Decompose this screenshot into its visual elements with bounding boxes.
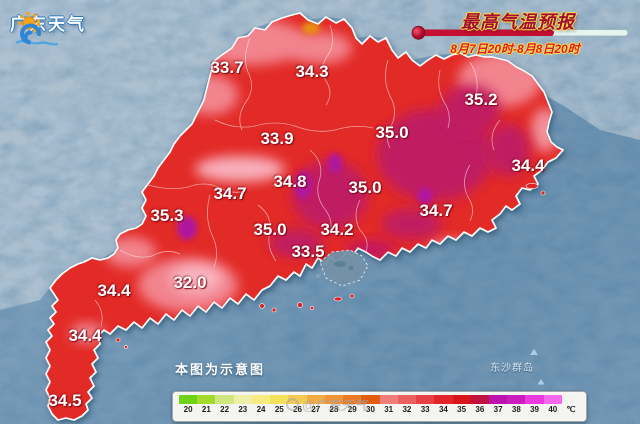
legend-tick: 30 <box>366 405 375 414</box>
legend-tick: 23 <box>238 405 248 414</box>
legend-unit: ℃ <box>566 405 576 414</box>
legend-tick: 35 <box>457 405 467 414</box>
legend-tick: 40 <box>548 405 558 414</box>
thermometer-icon <box>411 25 629 40</box>
legend-color-cell <box>379 395 398 404</box>
legend-color-cell <box>470 395 489 404</box>
temp-label: 34.4 <box>68 326 102 345</box>
legend-color-cell <box>343 395 362 404</box>
legend-tick: 20 <box>183 405 193 414</box>
legend-color-cell <box>233 395 252 404</box>
legend-tick: 29 <box>347 405 357 414</box>
legend-tick: 37 <box>493 405 503 414</box>
legend-color-cell <box>306 395 325 404</box>
temp-label: 34.7 <box>213 184 247 203</box>
legend-tick: 22 <box>220 405 230 414</box>
legend-color-cell <box>270 395 289 404</box>
temp-label: 33.7 <box>210 58 244 77</box>
station-logo: 广东天气 <box>10 10 86 45</box>
page-title: 最高气温预报 <box>461 12 575 32</box>
temp-label: 34.8 <box>273 172 307 191</box>
watermark-text: @广东天气 <box>302 398 367 413</box>
legend-color-cell <box>488 395 508 404</box>
legend-color-cell <box>179 395 198 404</box>
temp-label: 34.4 <box>511 156 545 175</box>
hk-dashed-zone <box>316 249 369 287</box>
temp-label: 32.0 <box>173 273 207 292</box>
legend-color-cell <box>197 395 216 404</box>
legend-tick: 33 <box>420 405 430 414</box>
legend-tick: 24 <box>256 405 266 414</box>
legend-tick: 26 <box>293 405 302 414</box>
schematic-note: 本图为示意图 <box>175 362 266 377</box>
temp-label: 35.3 <box>150 206 184 225</box>
legend-tick: 28 <box>329 405 339 414</box>
temp-label: 35.0 <box>253 220 287 239</box>
legend-tick: 31 <box>384 405 394 414</box>
legend-color-bar <box>179 395 562 404</box>
dongsha-islands <box>530 349 545 385</box>
province-outline <box>45 12 564 421</box>
legend-tick: 32 <box>402 405 412 414</box>
legend-color-cell <box>416 395 435 404</box>
legend-tick: 25 <box>274 405 284 414</box>
forecast-period: 8月7日20时-8月8日20时 <box>450 42 580 56</box>
watermark: @广东天气 <box>286 395 367 414</box>
coastal-islands <box>115 183 546 349</box>
legend-color-cell <box>361 395 380 404</box>
temp-label: 34.5 <box>48 391 82 410</box>
legend-tick: 38 <box>511 405 521 414</box>
legend-color-cell <box>215 395 234 404</box>
temp-label: 33.9 <box>260 129 294 148</box>
dongsha-label: 东沙群岛 <box>490 363 534 374</box>
temp-label: 35.0 <box>348 178 382 197</box>
temp-label: 34.4 <box>97 281 131 300</box>
temp-label: 34.3 <box>295 62 329 81</box>
temp-label: 34.2 <box>320 220 354 239</box>
legend-color-cell <box>324 395 344 404</box>
weather-logo-icon <box>17 11 41 45</box>
legend-color-cell <box>397 395 417 404</box>
district-boundaries <box>94 24 501 327</box>
legend-tick: 39 <box>530 405 540 414</box>
legend-color-cell <box>251 395 271 404</box>
temp-label: 34.7 <box>419 201 453 220</box>
legend-tick-labels: 20 21 22 23 24 25 26 27 28 29 30 31 32 33 34 35 36 37 38 39… <box>179 405 580 414</box>
legend-tick: 34 <box>438 405 448 414</box>
legend-color-cell <box>507 395 526 404</box>
temp-label: 35.2 <box>464 90 498 109</box>
temp-label: 35.0 <box>375 123 409 142</box>
legend-tick: 21 <box>201 405 211 414</box>
legend-color-cell <box>434 395 453 404</box>
temperature-legend: 20 21 22 23 24 25 26 27 28 29 30 31 32 33 34 35 36 37 38 39… <box>172 391 587 422</box>
temp-label: 33.5 <box>291 242 325 261</box>
watermark-logo-icon <box>286 398 299 411</box>
legend-tick: 36 <box>475 405 485 414</box>
legend-color-cell <box>543 395 562 404</box>
legend-tick: 27 <box>311 405 321 414</box>
legend-color-cell <box>525 395 544 404</box>
legend-color-cell <box>452 395 471 404</box>
